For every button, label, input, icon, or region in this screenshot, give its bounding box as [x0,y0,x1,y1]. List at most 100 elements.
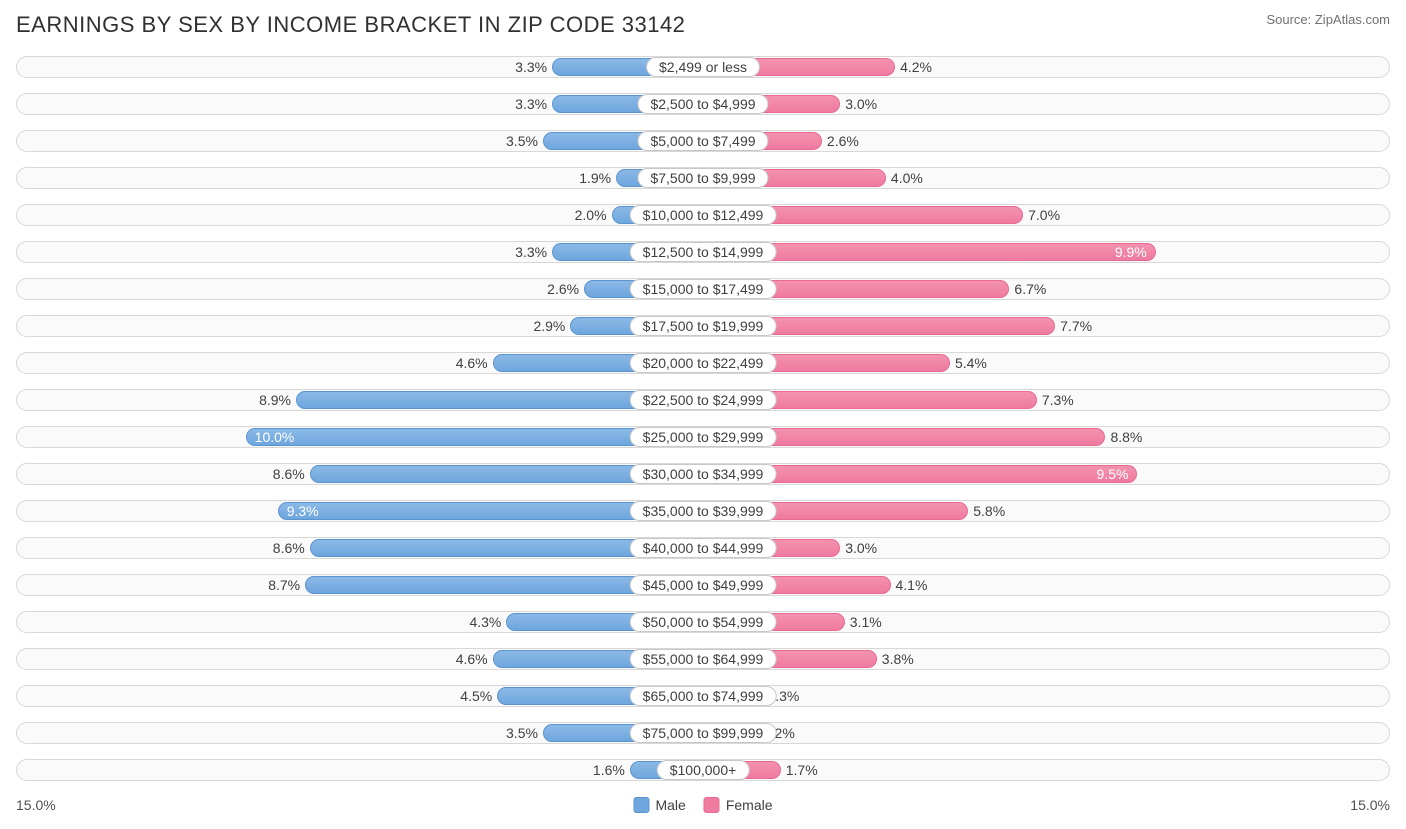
bracket-label: $25,000 to $29,999 [630,427,777,447]
female-value-label: 3.8% [876,651,914,667]
bracket-label: $15,000 to $17,499 [630,279,777,299]
male-value-label: 10.0% [255,429,295,445]
chart-row: 8.6%9.5%$30,000 to $34,999 [16,457,1390,491]
female-half: 8.8% [703,427,1389,447]
row-track: 8.7%4.1%$45,000 to $49,999 [16,574,1390,596]
bracket-label: $12,500 to $14,999 [630,242,777,262]
male-half: 1.6% [17,760,703,780]
female-value-label: 1.7% [780,762,818,778]
bracket-label: $65,000 to $74,999 [630,686,777,706]
bracket-label: $45,000 to $49,999 [630,575,777,595]
chart-row: 3.5% 1.2%$75,000 to $99,999 [16,716,1390,750]
row-track: 3.5%2.6%$5,000 to $7,499 [16,130,1390,152]
male-half: 4.6% [17,649,703,669]
male-value-label: 3.3% [515,96,553,112]
male-half: 4.6% [17,353,703,373]
male-value-label: 8.6% [273,540,311,556]
row-track: 3.5% 1.2%$75,000 to $99,999 [16,722,1390,744]
male-half: 4.3% [17,612,703,632]
female-half: 3.8% [703,649,1389,669]
axis-label-left: 15.0% [16,797,56,813]
row-track: 2.0%7.0%$10,000 to $12,499 [16,204,1390,226]
chart-row: 3.3% 9.9% $12,500 to $14,999 [16,235,1390,269]
bracket-label: $55,000 to $64,999 [630,649,777,669]
female-value-label: 4.1% [890,577,928,593]
female-value-label: 8.8% [1104,429,1142,445]
bracket-label: $30,000 to $34,999 [630,464,777,484]
chart-row: 8.7%4.1%$45,000 to $49,999 [16,568,1390,602]
female-half: 5.4% [703,353,1389,373]
bracket-label: $17,500 to $19,999 [630,316,777,336]
legend-label-female: Female [726,797,773,813]
male-half: 2.0% [17,205,703,225]
bracket-label: $10,000 to $12,499 [630,205,777,225]
bracket-label: $22,500 to $24,999 [630,390,777,410]
bracket-label: $40,000 to $44,999 [630,538,777,558]
bracket-label: $100,000+ [657,760,750,780]
chart-row: 3.5%2.6%$5,000 to $7,499 [16,124,1390,158]
chart-row: 3.3%3.0%$2,500 to $4,999 [16,87,1390,121]
bracket-label: $20,000 to $22,499 [630,353,777,373]
chart-title: EARNINGS BY SEX BY INCOME BRACKET IN ZIP… [16,12,685,38]
male-half: 2.9% [17,316,703,336]
male-half: 8.6% [17,464,703,484]
bracket-label: $2,499 or less [646,57,760,77]
chart-row: 2.0%7.0%$10,000 to $12,499 [16,198,1390,232]
male-value-label: 3.3% [515,59,553,75]
row-track: 8.6% 3.0%$40,000 to $44,999 [16,537,1390,559]
chart-row: 4.6% 5.4% $20,000 to $22,499 [16,346,1390,380]
male-value-label: 3.5% [506,725,544,741]
male-value-label: 4.5% [460,688,498,704]
row-track: 4.6% 3.8% $55,000 to $64,999 [16,648,1390,670]
female-half: 2.6% [703,131,1389,151]
swatch-male [633,797,649,813]
female-half: 4.2% [703,57,1389,77]
butterfly-chart: 3.3% 4.2% $2,499 or less 3.3%3.0%$2,500 to … [16,50,1390,787]
male-half: 4.5% [17,686,703,706]
chart-header: EARNINGS BY SEX BY INCOME BRACKET IN ZIP… [16,12,1390,38]
chart-row: 8.6% 3.0%$40,000 to $44,999 [16,531,1390,565]
chart-row: 2.6%6.7%$15,000 to $17,499 [16,272,1390,306]
female-value-label: 2.6% [821,133,859,149]
bracket-label: $50,000 to $54,999 [630,612,777,632]
female-half: 7.7% [703,316,1389,336]
female-half: 3.0% [703,538,1389,558]
chart-row: 1.6% 1.7% $100,000+ [16,753,1390,787]
chart-row: 9.3%5.8%$35,000 to $39,999 [16,494,1390,528]
chart-row: 4.5%1.3%$65,000 to $74,999 [16,679,1390,713]
male-half: 9.3% [17,501,703,521]
female-half: 1.2% [703,723,1389,743]
row-track: 1.9%4.0%$7,500 to $9,999 [16,167,1390,189]
male-half: 2.6% [17,279,703,299]
male-value-label: 9.3% [287,503,319,519]
male-half: 1.9% [17,168,703,188]
female-half: 9.9% [703,242,1389,262]
legend-label-male: Male [655,797,685,813]
female-value-label: 5.4% [949,355,987,371]
male-half: 8.9% [17,390,703,410]
swatch-female [704,797,720,813]
chart-row: 8.9%7.3%$22,500 to $24,999 [16,383,1390,417]
chart-row: 2.9% 7.7%$17,500 to $19,999 [16,309,1390,343]
female-value-label: 4.2% [894,59,932,75]
row-track: 8.6%9.5%$30,000 to $34,999 [16,463,1390,485]
male-half: 3.5% [17,131,703,151]
female-half: 3.1% [703,612,1389,632]
row-track: 4.6% 5.4% $20,000 to $22,499 [16,352,1390,374]
male-value-label: 2.9% [533,318,571,334]
row-track: 4.3%3.1%$50,000 to $54,999 [16,611,1390,633]
male-value-label: 1.6% [593,762,631,778]
male-value-label: 2.6% [547,281,585,297]
chart-row: 4.3%3.1%$50,000 to $54,999 [16,605,1390,639]
female-value-label: 9.9% [1115,244,1147,260]
row-track: 3.3% 9.9% $12,500 to $14,999 [16,241,1390,263]
legend-item-female: Female [704,797,773,813]
legend-item-male: Male [633,797,685,813]
female-half: 4.0% [703,168,1389,188]
bracket-label: $75,000 to $99,999 [630,723,777,743]
female-half: 1.7% [703,760,1389,780]
male-half: 3.3% [17,242,703,262]
male-half: 3.3% [17,94,703,114]
male-half: 3.3% [17,57,703,77]
row-track: 9.3%5.8%$35,000 to $39,999 [16,500,1390,522]
